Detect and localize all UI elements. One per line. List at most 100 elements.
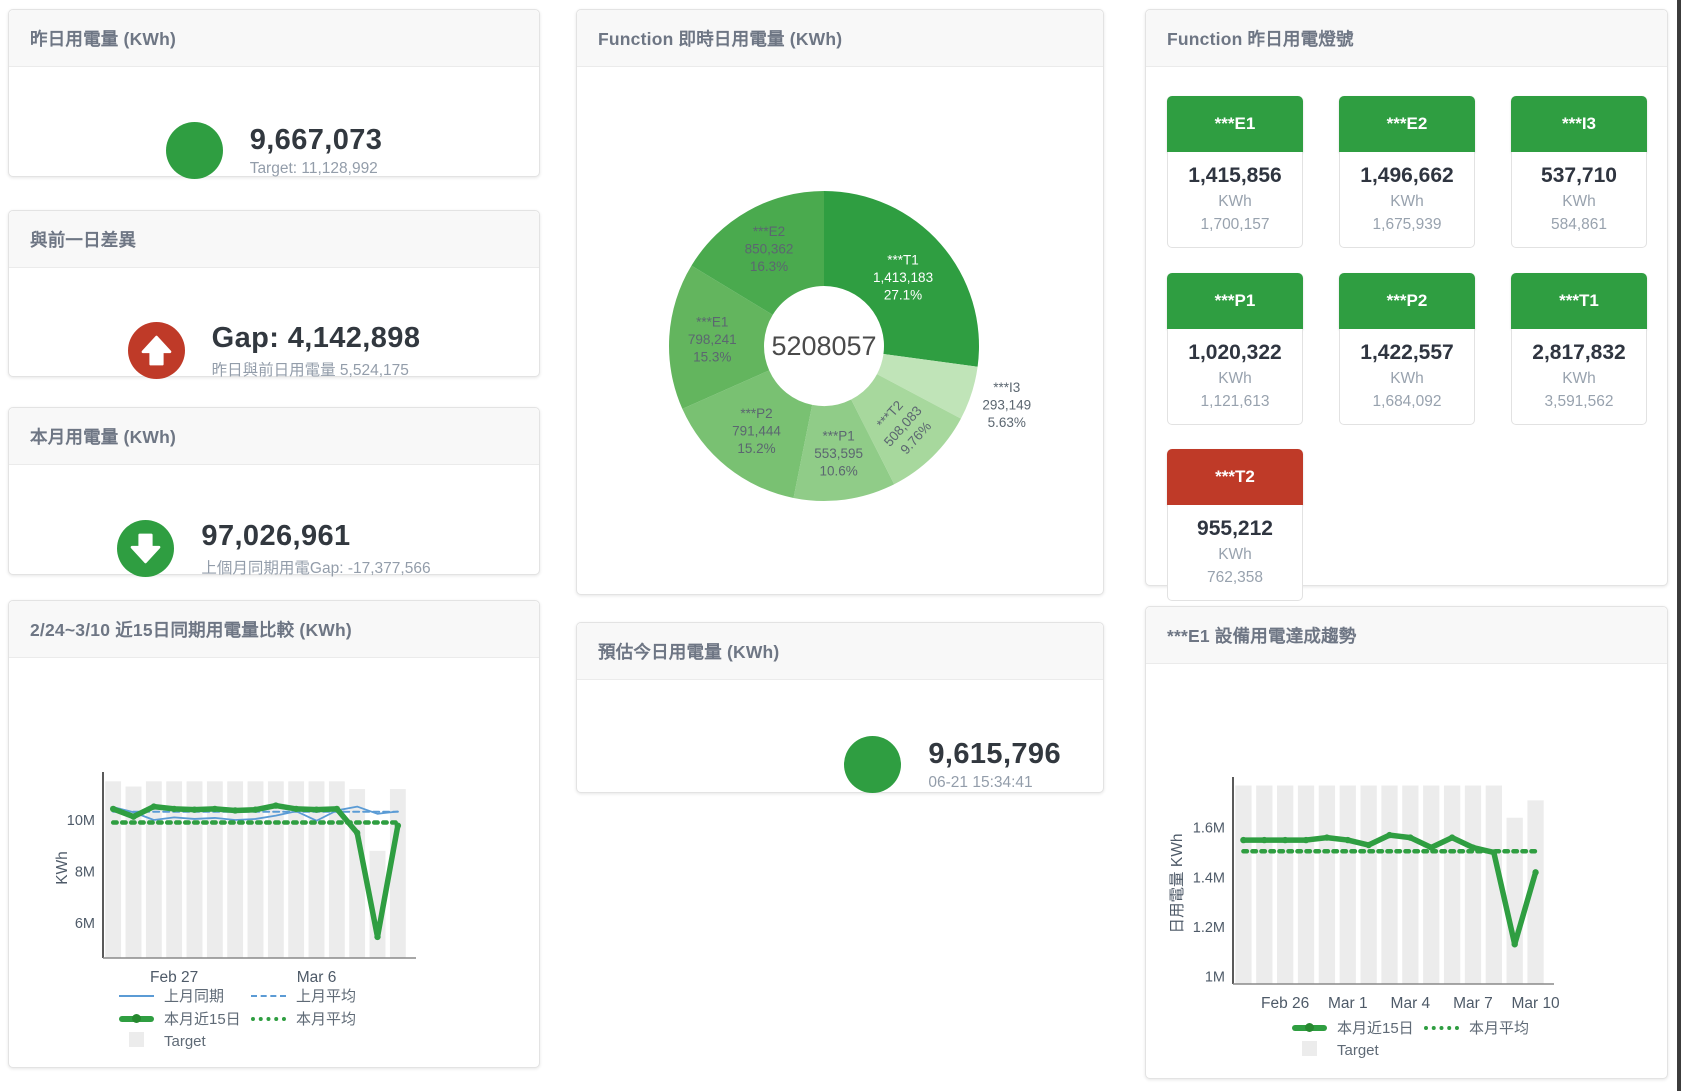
- kpi-subtitle: 昨日與前日用電量 5,524,175: [211, 362, 409, 379]
- legend-row: Target: [119, 1030, 356, 1053]
- svg-text:15.3%: 15.3%: [693, 349, 731, 364]
- kpi-value: 9,667,073: [249, 123, 383, 156]
- donut-slice-i3[interactable]: [877, 354, 978, 419]
- target-bar: [1402, 785, 1419, 984]
- target-bar: [308, 781, 325, 958]
- tile-body: 955,212 KWh 762,358: [1167, 505, 1303, 602]
- donut-slice-label: ***P2 791,444 15.2%: [732, 406, 781, 456]
- card-header: 預估今日用電量 (KWh): [577, 623, 1103, 680]
- legend-item-this-month[interactable]: 本月近15日: [119, 1008, 251, 1029]
- status-circle-icon: [165, 121, 223, 179]
- target-bar: [1527, 800, 1544, 984]
- svg-text:850,362: 850,362: [745, 241, 794, 256]
- lamp-tile-e1[interactable]: ***E1 1,415,856 KWh 1,700,157: [1167, 96, 1303, 260]
- target-bar: [125, 786, 142, 958]
- data-point: [1240, 836, 1247, 844]
- legend-item-this-month-avg[interactable]: 本月平均: [1424, 1017, 1529, 1038]
- y-tick-label: 1.6M: [1193, 821, 1225, 837]
- lamp-tile-t1[interactable]: ***T1 2,817,832 KWh 3,591,562: [1511, 272, 1647, 437]
- svg-text:***E1: ***E1: [696, 314, 728, 329]
- donut-slice-p1[interactable]: [793, 399, 895, 501]
- lamp-tile-e2[interactable]: ***E2 1,496,662 KWh 1,675,939: [1339, 96, 1475, 260]
- card-title: 昨日用電量 (KWh): [30, 28, 177, 49]
- tile-value: 537,710: [1541, 164, 1617, 187]
- card-function-lamp-panel: Function 昨日用電燈號 ***E1 1,415,856 KWh 1,70…: [1145, 9, 1668, 602]
- x-tick-label: Mar 10: [1511, 995, 1560, 1012]
- legend-item-last-month[interactable]: 上月同期: [119, 985, 251, 1006]
- chart-title: ***E1 設備用電達成趨勢: [1167, 625, 1357, 646]
- chart-legend: 本月近15日 本月平均 Target: [1292, 1016, 1529, 1062]
- arrow-up-circle-icon: [127, 322, 185, 379]
- donut-slice-t2[interactable]: [851, 374, 961, 485]
- tile-unit: KWh: [1218, 193, 1252, 210]
- kpi-body: 97,026,961 上個月同期用電Gap: -17,377,566: [9, 465, 539, 631]
- data-point: [313, 806, 320, 813]
- legend-label: 上月平均: [296, 988, 357, 1005]
- data-point: [191, 806, 198, 813]
- target-bar: [1256, 785, 1273, 984]
- y-tick-label: 10M: [67, 813, 95, 829]
- card-month-usage: 本月用電量 (KWh) 97,026,961 上個月同期用電Gap: -17,3…: [8, 407, 540, 577]
- legend-label: 本月平均: [296, 1011, 357, 1028]
- tile-target: 3,591,562: [1544, 392, 1614, 410]
- card-e1-trend-chart: ***E1 設備用電達成趨勢 1M 1.2M 1.4M 1.6M Feb 26 Mar 1…: [1145, 606, 1668, 1079]
- legend-item-this-month-avg[interactable]: 本月平均: [251, 1008, 356, 1029]
- window-scrollbar-edge[interactable]: [1677, 0, 1681, 1091]
- kpi-text: 9,615,796 06-21 15:34:41: [928, 737, 1061, 792]
- data-point: [211, 805, 219, 813]
- target-bar: [227, 781, 244, 958]
- target-bar: [1381, 785, 1398, 984]
- card-function-realtime-donut: Function 即時日用電量 (KWh) ***T1 1,413,183 27.1…: [576, 9, 1104, 595]
- donut-slice-e2[interactable]: [691, 191, 824, 315]
- chart-body: 1M 1.2M 1.4M 1.6M Feb 26 Mar 1 Mar 4 Mar 7 Mar 1…: [1146, 664, 1667, 1077]
- lamp-tile-t2[interactable]: ***T2 955,212 KWh 762,358: [1167, 449, 1303, 613]
- lamp-tile-p1[interactable]: ***P1 1,020,322 KWh 1,121,613: [1167, 272, 1303, 437]
- card-today-estimate: 預估今日用電量 (KWh) 9,615,796 06-21 15:34:41: [576, 622, 1104, 793]
- e1-trend-chart: 1M 1.2M 1.4M 1.6M Feb 26 Mar 1 Mar 4 Mar 7 Mar 1…: [1169, 777, 1560, 1012]
- card-15day-comparison-chart: 2/24~3/10 近15日同期用電量比較 (KWh) 6M 8M 10M Feb 2…: [8, 600, 540, 1068]
- y-tick-label: 1.2M: [1193, 920, 1225, 936]
- data-point: [1386, 831, 1393, 839]
- target-bar: [1506, 817, 1523, 984]
- legend-label: 上月同期: [164, 988, 225, 1005]
- y-tick-label: 1M: [1205, 970, 1225, 986]
- legend-item-target[interactable]: Target: [1292, 1041, 1379, 1060]
- x-tick-label: Mar 4: [1391, 995, 1431, 1012]
- card-header: ***E1 設備用電達成趨勢: [1146, 607, 1667, 664]
- data-point: [1428, 844, 1435, 851]
- green-line-swatch-icon: [119, 1014, 154, 1023]
- legend-item-this-month[interactable]: 本月近15日: [1292, 1017, 1424, 1038]
- tile-value: 1,496,662: [1360, 164, 1454, 187]
- status-circle-icon: [844, 736, 902, 793]
- legend-row: 上月同期 上月平均: [119, 984, 356, 1007]
- legend-label: Target: [164, 1033, 206, 1050]
- lamp-tile-i3[interactable]: ***I3 537,710 KWh 584,861: [1511, 96, 1647, 260]
- legend-item-last-month-avg[interactable]: 上月平均: [251, 985, 356, 1006]
- card-title: 預估今日用電量 (KWh): [598, 641, 780, 662]
- target-bar: [1485, 785, 1502, 984]
- data-point: [1490, 849, 1498, 856]
- data-point: [1511, 941, 1518, 948]
- y-axis-label: KWh: [54, 851, 71, 885]
- lamp-tile-p2[interactable]: ***P2 1,422,557 KWh 1,684,092: [1339, 272, 1475, 437]
- data-point: [292, 805, 300, 813]
- donut-slice-t1[interactable]: [824, 191, 979, 367]
- x-tick-label: Feb 26: [1261, 995, 1309, 1012]
- tile-header: ***E2: [1339, 96, 1475, 152]
- svg-text:***I3: ***I3: [993, 380, 1020, 395]
- donut-slice-p2[interactable]: [682, 370, 813, 498]
- arrow-down-circle-icon: [117, 519, 175, 577]
- target-bar: [166, 781, 183, 958]
- svg-text:27.1%: 27.1%: [884, 287, 922, 302]
- tile-value: 955,212: [1197, 517, 1273, 541]
- green-dotted-swatch-icon: [251, 1016, 286, 1021]
- donut-slice-e1[interactable]: [669, 265, 773, 409]
- kpi-subtitle: 上個月同期用電Gap: -17,377,566: [201, 559, 431, 577]
- legend-item-target[interactable]: Target: [119, 1032, 206, 1051]
- tile-body: 1,496,662 KWh 1,675,939: [1339, 152, 1475, 248]
- data-point: [1448, 834, 1456, 841]
- y-tick-label: 6M: [75, 916, 95, 932]
- tile-value: 1,020,322: [1188, 340, 1282, 364]
- card-header: 2/24~3/10 近15日同期用電量比較 (KWh): [9, 601, 539, 658]
